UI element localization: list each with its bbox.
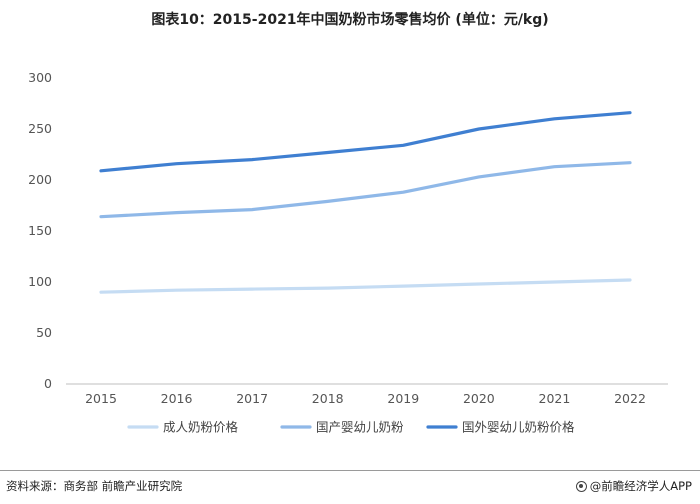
legend: 成人奶粉价格 国产婴幼儿奶粉 国外婴幼儿奶粉价格 — [127, 420, 575, 435]
y-tick-label: 250 — [28, 121, 52, 136]
x-tick-label: 2021 — [539, 391, 571, 406]
y-tick-label: 200 — [28, 172, 52, 187]
brand-logo-icon — [575, 480, 587, 492]
y-tick-label: 300 — [28, 70, 52, 85]
series-line-3 — [99, 111, 632, 173]
legend-label-1: 成人奶粉价格 — [163, 420, 239, 435]
y-tick-label: 100 — [28, 274, 52, 289]
y-tick-label: 50 — [36, 325, 52, 340]
y-axis-tick-labels: 0 50 100 150 200 250 300 — [28, 70, 52, 391]
y-tick-label: 150 — [28, 223, 52, 238]
legend-label-3: 国外婴幼儿奶粉价格 — [462, 420, 575, 435]
series-line-1 — [99, 278, 632, 294]
x-tick-label: 2019 — [387, 391, 419, 406]
series-lines — [99, 111, 632, 294]
x-tick-label: 2015 — [85, 391, 117, 406]
brand-text: @前瞻经济学人APP — [589, 479, 692, 493]
footer-divider — [0, 470, 700, 471]
x-tick-label: 2017 — [236, 391, 268, 406]
source-note: 资料来源：商务部 前瞻产业研究院 — [6, 479, 183, 493]
chart-title: 图表10：2015-2021年中国奶粉市场零售均价 (单位：元/kg) — [151, 12, 549, 28]
x-tick-label: 2020 — [463, 391, 495, 406]
y-tick-label: 0 — [44, 376, 52, 391]
legend-label-2: 国产婴幼儿奶粉 — [316, 420, 404, 435]
x-tick-label: 2022 — [614, 391, 646, 406]
series-line-2 — [99, 161, 632, 219]
x-tick-label: 2016 — [161, 391, 193, 406]
brand-credit: @前瞻经济学人APP — [575, 478, 692, 494]
x-axis-tick-labels: 2015 2016 2017 2018 2019 2020 2021 2022 — [85, 391, 646, 406]
x-tick-label: 2018 — [312, 391, 344, 406]
